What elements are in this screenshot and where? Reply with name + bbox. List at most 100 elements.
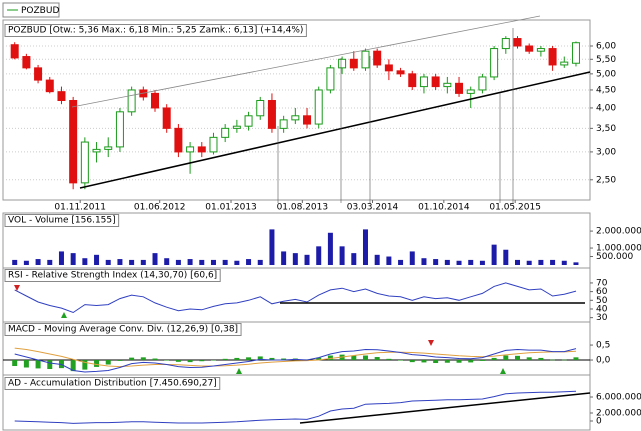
volume-bar — [526, 260, 532, 265]
candle-body — [536, 48, 545, 52]
panel-title-box — [4, 214, 120, 227]
volume-bar — [409, 251, 415, 265]
candle-body — [174, 127, 183, 153]
candle-body — [80, 141, 89, 184]
x-tick-label: 01.08.2013 — [277, 203, 329, 213]
trend-lines — [14, 15, 591, 424]
histogram-bar — [421, 360, 427, 363]
candle-body — [267, 99, 276, 129]
volume-bar — [47, 259, 53, 265]
x-tick-label: 01.01.2013 — [205, 203, 257, 213]
volume-bar — [58, 251, 64, 265]
histogram-bar — [444, 360, 450, 363]
volume-bar — [175, 259, 181, 265]
y-tick-label: 5,50 — [596, 55, 616, 65]
histogram-bar — [374, 357, 380, 361]
histogram-bar — [269, 357, 275, 361]
volume-bar — [129, 259, 135, 265]
histogram-bar — [456, 360, 462, 363]
candle-body — [384, 64, 393, 72]
panel-title: RSI - Relative Strength Index (14,30,70)… — [8, 271, 217, 281]
histogram-bar — [35, 360, 41, 369]
y-tick-label: 2.000.000 — [596, 409, 641, 419]
histogram-bar — [117, 360, 123, 361]
histogram-bar — [479, 360, 485, 361]
candle-body — [314, 89, 323, 125]
histogram-bar — [526, 357, 532, 361]
candle-body — [115, 111, 124, 148]
candle-body — [57, 91, 66, 101]
panel-title-box — [4, 323, 242, 336]
candle-body — [349, 58, 358, 69]
indicator-line — [14, 348, 577, 373]
histogram-bar — [129, 357, 135, 361]
x-tick-label: 01.06.2012 — [134, 203, 186, 213]
histogram-bar — [94, 360, 100, 367]
y-tick-label: 60 — [596, 287, 608, 297]
volume-bar — [35, 259, 41, 265]
volume-bar — [515, 259, 521, 265]
candle-body — [104, 146, 113, 150]
plots: 2,50 3,00 3,50 4,00 4,50 5,00 5,50 6,00 01.11.20… — [3, 24, 641, 427]
volume-bar — [468, 259, 474, 265]
y-tick-label: 0,0 — [596, 356, 611, 366]
histogram-bar — [503, 355, 509, 361]
volume-bar — [222, 259, 228, 265]
y-tick-label: 1.000.000 — [596, 244, 641, 254]
legend-label: POZBUD — [21, 6, 59, 16]
candle-body — [221, 127, 230, 138]
candle-body — [291, 115, 300, 121]
panel-title-box — [4, 377, 221, 390]
candle-body — [419, 76, 428, 88]
histogram-bar — [515, 355, 521, 361]
panel-title-box — [4, 269, 221, 282]
histogram-bar — [175, 360, 181, 362]
volume-bar — [503, 249, 509, 265]
volume-bar — [12, 259, 18, 265]
histogram-bar — [409, 360, 415, 363]
volume-bar — [199, 259, 205, 265]
histogram-bar — [573, 357, 579, 361]
y-tick-label: 6.000.000 — [596, 393, 641, 403]
histogram-bar — [281, 358, 287, 361]
y-tick-label: 50 — [596, 296, 608, 306]
candle-body — [513, 38, 522, 47]
volume-bar — [246, 259, 252, 265]
histogram-bar — [468, 360, 474, 363]
candle-body — [443, 82, 452, 88]
candle-body — [256, 99, 265, 117]
indicator-line — [14, 347, 577, 368]
volume-bar — [292, 253, 298, 265]
volume-bar — [491, 244, 497, 265]
y-tick-label: 0,5 — [596, 341, 610, 351]
histogram-bar — [234, 357, 240, 361]
legend-box — [2, 2, 60, 18]
candle-body — [92, 148, 101, 153]
volume-bar — [23, 260, 29, 265]
candle-body — [408, 73, 417, 88]
histogram-bar — [550, 359, 556, 361]
volume-bar — [444, 259, 450, 265]
volume-bar — [351, 253, 357, 265]
volume-bar — [479, 260, 485, 265]
volume-bar — [550, 259, 556, 265]
volume-bar — [70, 253, 76, 265]
volume-bar — [187, 259, 193, 265]
candle-body — [186, 146, 195, 153]
volume-bar — [362, 229, 368, 265]
candle-body — [338, 58, 347, 69]
y-tick-label: 5,00 — [596, 69, 616, 79]
volume-bar — [140, 259, 146, 265]
y-tick-label: 70 — [596, 278, 608, 288]
candle-body — [69, 99, 78, 184]
histogram-bar — [70, 360, 76, 372]
histogram-bar — [538, 357, 544, 361]
histogram-bar — [140, 357, 146, 361]
x-tick-label: 01.10.2014 — [418, 203, 470, 213]
y-tick-label: 0 — [596, 417, 602, 427]
candle-body — [45, 79, 54, 93]
histogram-bar — [187, 360, 193, 363]
histogram-bar — [316, 357, 322, 361]
histogram-bar — [398, 360, 404, 361]
